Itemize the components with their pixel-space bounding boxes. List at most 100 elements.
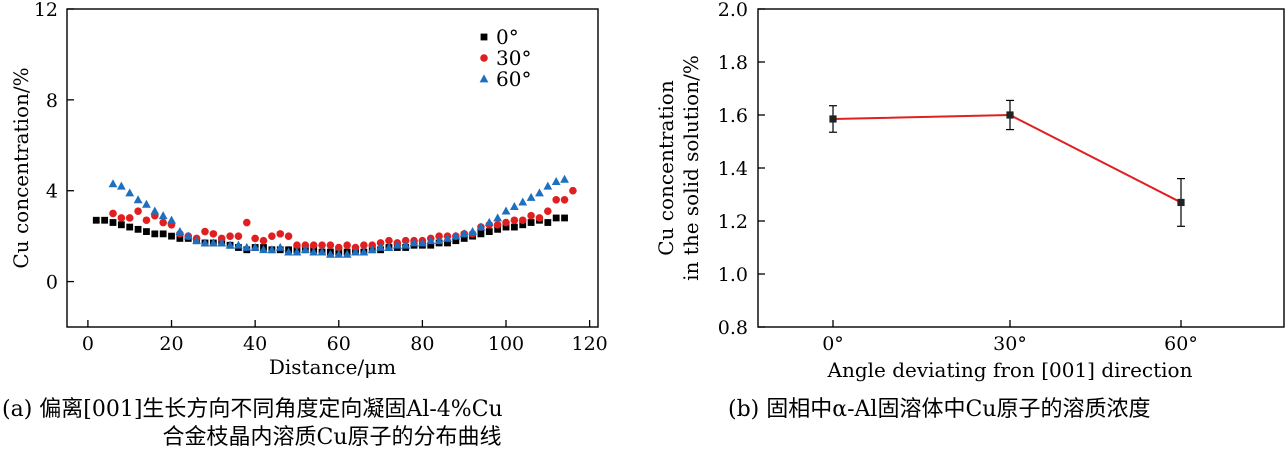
chart-a-point [293, 241, 301, 250]
chart-b-y-axis-title-line1: Cu concentration [654, 80, 678, 256]
chart-a-point [284, 247, 293, 256]
chart-a-point [560, 196, 569, 204]
chart-a-point [134, 225, 142, 233]
chart-b-y-tick-label: 2.0 [718, 0, 748, 21]
chart-a-point [92, 216, 100, 224]
chart-a-point [342, 249, 352, 258]
chart-a-point [200, 238, 210, 247]
chart-a-point [159, 230, 167, 238]
chart-a-point [477, 230, 485, 238]
chart-a-point [444, 239, 451, 247]
caption-a-line2: 合金枝晶内溶质Cu原子的分布曲线 [162, 425, 502, 450]
chart-a-point [125, 214, 134, 222]
chart-a-x-tick-label: 80 [410, 333, 434, 355]
chart-a-legend-marker [479, 74, 489, 83]
chart-a-point [360, 241, 368, 250]
chart-b-x-tick-label: 30° [993, 333, 1027, 355]
chart-a-point [502, 223, 510, 231]
chart-a-legend-label: 60° [496, 67, 531, 91]
chart-a-point [192, 236, 202, 245]
chart-a-point [142, 199, 151, 208]
chart-a-point [569, 186, 577, 195]
chart-a-legend: 0°30°60° [479, 25, 531, 91]
chart-a-point [143, 228, 150, 235]
chart-a-point [159, 218, 167, 227]
chart-a-point [101, 216, 109, 224]
chart-a-point [401, 240, 411, 249]
chart-b-y-tick-label: 1.4 [718, 158, 748, 180]
chart-a-y-tick-label: 8 [46, 90, 58, 112]
chart-b-series-line [832, 113, 1182, 204]
chart-b-y-tick-label: 1.0 [718, 264, 748, 286]
chart-b-y-tick-label: 0.8 [718, 317, 748, 339]
chart-a-point [268, 232, 276, 240]
chart-a-x-tick-label: 0 [82, 333, 94, 355]
chart-a-point [292, 247, 302, 256]
chart-a-legend-marker [480, 33, 488, 41]
chart-a-point [158, 211, 168, 220]
chart-a-point [209, 230, 218, 238]
chart-b-ticks: 0.8 1.0 1.2 1.4 1.6 1.8 2.0 0° 30° 60° [718, 0, 1198, 355]
chart-a-point [510, 216, 519, 225]
chart-b-point [829, 115, 837, 123]
chart-a-point [317, 247, 327, 256]
chart-a-point [267, 245, 277, 254]
chart-a-point [133, 195, 143, 204]
chart-a-point [150, 206, 160, 215]
chart-a-point [117, 214, 126, 222]
chart-a-point [427, 241, 435, 249]
chart-a-point [510, 223, 518, 231]
chart-a-point [451, 231, 461, 240]
chart-a-point [116, 181, 126, 190]
chart-a-point [493, 220, 502, 229]
chart-b-y-axis-title-line2: in the solid solution/% [679, 55, 703, 281]
chart-a-point [544, 219, 552, 226]
chart-a-ticks: 0 20 40 60 80 100 120 0 4 8 12 [34, 0, 608, 355]
chart-a-point [484, 217, 494, 226]
chart-a-point [234, 240, 243, 249]
chart-a-point [284, 232, 293, 240]
chart-b-marks [829, 99, 1185, 227]
chart-a-point [225, 240, 235, 249]
chart-a-point [217, 238, 227, 247]
chart-a-point [109, 219, 117, 226]
chart-a-point [392, 240, 402, 249]
chart-a-point [309, 241, 318, 250]
chart-a-point [561, 214, 568, 222]
chart-a-x-tick-label: 60 [327, 333, 351, 355]
caption-a: (a) 偏离[001]生长方向不同角度定向凝固Al-4%Cu 合金枝晶内溶质Cu… [2, 396, 662, 452]
chart-a-distribution: 0 20 40 60 80 100 120 0 4 8 12 0°30°60° Distance/μ… [9, 0, 608, 379]
chart-a-point [560, 174, 569, 183]
chart-a-point [250, 242, 260, 251]
chart-a-legend-label: 0° [496, 25, 519, 49]
chart-a-point [535, 214, 544, 222]
chart-a-point [151, 230, 159, 238]
chart-a-point [385, 236, 393, 245]
chart-a-y-axis-title: Cu concentration/% [9, 67, 33, 268]
chart-a-point [502, 218, 510, 227]
chart-a-point [359, 247, 369, 256]
chart-a-point [326, 241, 335, 250]
chart-a-point [259, 236, 268, 245]
chart-b-x-tick-label: 0° [822, 333, 844, 355]
chart-a-point [176, 235, 184, 242]
chart-a-point [208, 238, 218, 247]
chart-a-point [527, 211, 535, 220]
chart-a-point [409, 238, 419, 247]
chart-a-point [434, 236, 444, 245]
chart-a-x-tick-label: 40 [243, 333, 267, 355]
chart-a-point [443, 233, 452, 242]
chart-a-point [417, 238, 427, 247]
chart-b-x-axis-title: Angle deviating fron [001] direction [827, 358, 1193, 382]
chart-b-y-tick-label: 1.2 [718, 211, 748, 233]
chart-a-point [518, 197, 528, 206]
chart-a-marks [92, 174, 577, 258]
chart-a-point [109, 209, 117, 218]
chart-a-point [552, 196, 560, 204]
chart-a-point [276, 230, 285, 238]
chart-a-point [543, 181, 553, 190]
chart-a-point [494, 225, 502, 233]
chart-a-point [460, 235, 468, 242]
caption-a-line1: (a) 偏离[001]生长方向不同角度定向凝固Al-4%Cu [2, 397, 503, 422]
